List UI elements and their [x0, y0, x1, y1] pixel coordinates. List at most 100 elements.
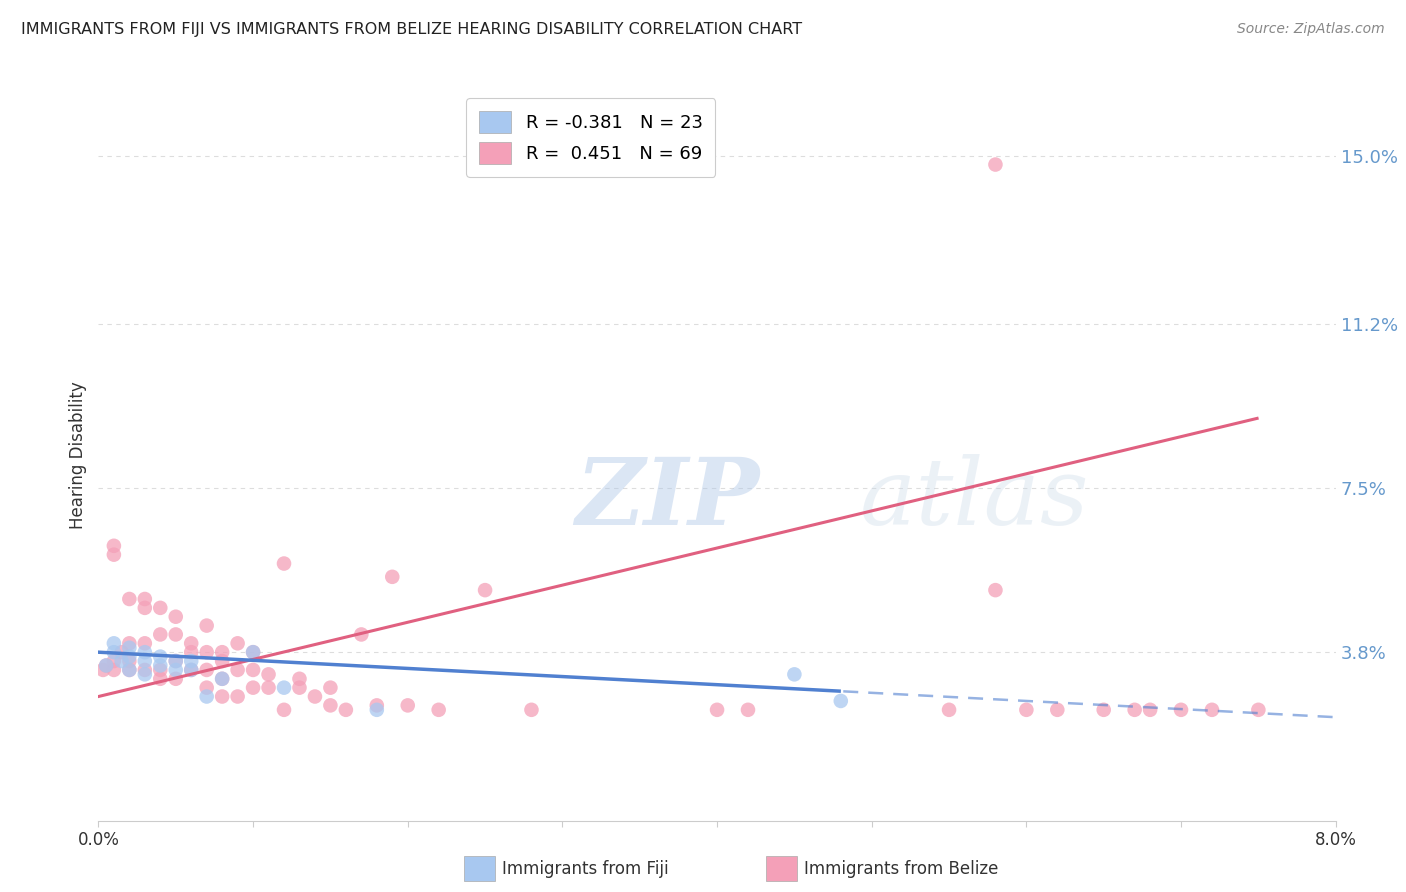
Point	[134, 645, 156, 659]
Point	[118, 663, 141, 677]
Point	[103, 654, 125, 668]
Point	[211, 654, 233, 668]
Point	[211, 672, 233, 686]
Point	[1046, 703, 1069, 717]
Point	[165, 627, 187, 641]
Legend: R = -0.381   N = 23, R =  0.451   N = 69: R = -0.381 N = 23, R = 0.451 N = 69	[467, 98, 716, 177]
Point	[134, 636, 156, 650]
Point	[165, 654, 187, 668]
Point	[134, 600, 156, 615]
Point	[381, 570, 404, 584]
Point	[103, 539, 125, 553]
Point	[165, 663, 187, 677]
Point	[134, 592, 156, 607]
Point	[180, 663, 202, 677]
Point	[257, 667, 280, 681]
Point	[350, 627, 373, 641]
Point	[288, 672, 311, 686]
Point	[96, 658, 118, 673]
Point	[149, 658, 172, 673]
Point	[103, 636, 125, 650]
Point	[273, 681, 295, 695]
Point	[257, 681, 280, 695]
Point	[149, 600, 172, 615]
Point	[1170, 703, 1192, 717]
Point	[118, 592, 141, 607]
Point	[1201, 703, 1223, 717]
Point	[103, 645, 125, 659]
Point	[211, 645, 233, 659]
Text: Source: ZipAtlas.com: Source: ZipAtlas.com	[1237, 22, 1385, 37]
Point	[195, 645, 218, 659]
Point	[319, 698, 342, 713]
Point	[195, 663, 218, 677]
Point	[1015, 703, 1038, 717]
Point	[103, 548, 125, 562]
Point	[165, 672, 187, 686]
Point	[211, 690, 233, 704]
Text: Immigrants from Belize: Immigrants from Belize	[804, 860, 998, 878]
Point	[134, 654, 156, 668]
Point	[118, 663, 141, 677]
Point	[118, 654, 141, 668]
Point	[180, 663, 202, 677]
Point	[195, 618, 218, 632]
Point	[91, 663, 114, 677]
Point	[180, 645, 202, 659]
Point	[134, 667, 156, 681]
Point	[180, 654, 202, 668]
Point	[165, 654, 187, 668]
Point	[195, 690, 218, 704]
Y-axis label: Hearing Disability: Hearing Disability	[69, 381, 87, 529]
Point	[103, 663, 125, 677]
Point	[427, 703, 450, 717]
Point	[226, 636, 249, 650]
Point	[474, 583, 496, 598]
Text: Immigrants from Fiji: Immigrants from Fiji	[502, 860, 669, 878]
Point	[149, 672, 172, 686]
Point	[304, 690, 326, 704]
Point	[830, 694, 852, 708]
Point	[242, 663, 264, 677]
Point	[242, 681, 264, 695]
Point	[366, 703, 388, 717]
Point	[149, 663, 172, 677]
Point	[288, 681, 311, 695]
Text: IMMIGRANTS FROM FIJI VS IMMIGRANTS FROM BELIZE HEARING DISABILITY CORRELATION CH: IMMIGRANTS FROM FIJI VS IMMIGRANTS FROM …	[21, 22, 803, 37]
Point	[938, 703, 960, 717]
Point	[1092, 703, 1115, 717]
Point	[226, 690, 249, 704]
Point	[1139, 703, 1161, 717]
Point	[226, 663, 249, 677]
Point	[783, 667, 806, 681]
Point	[118, 649, 141, 664]
Point	[984, 583, 1007, 598]
Point	[118, 636, 141, 650]
Point	[984, 157, 1007, 171]
Point	[149, 627, 172, 641]
Point	[319, 681, 342, 695]
Point	[118, 640, 141, 655]
Point	[111, 645, 134, 659]
Point	[165, 609, 187, 624]
Point	[96, 658, 118, 673]
Point	[1123, 703, 1146, 717]
Point	[366, 698, 388, 713]
Point	[335, 703, 357, 717]
Point	[211, 672, 233, 686]
Point	[242, 645, 264, 659]
Point	[273, 557, 295, 571]
Point	[134, 663, 156, 677]
Point	[396, 698, 419, 713]
Point	[195, 681, 218, 695]
Point	[273, 703, 295, 717]
Text: ZIP: ZIP	[575, 454, 759, 544]
Point	[111, 654, 134, 668]
Point	[180, 636, 202, 650]
Point	[1247, 703, 1270, 717]
Text: atlas: atlas	[859, 454, 1088, 544]
Point	[149, 649, 172, 664]
Point	[706, 703, 728, 717]
Point	[242, 645, 264, 659]
Point	[737, 703, 759, 717]
